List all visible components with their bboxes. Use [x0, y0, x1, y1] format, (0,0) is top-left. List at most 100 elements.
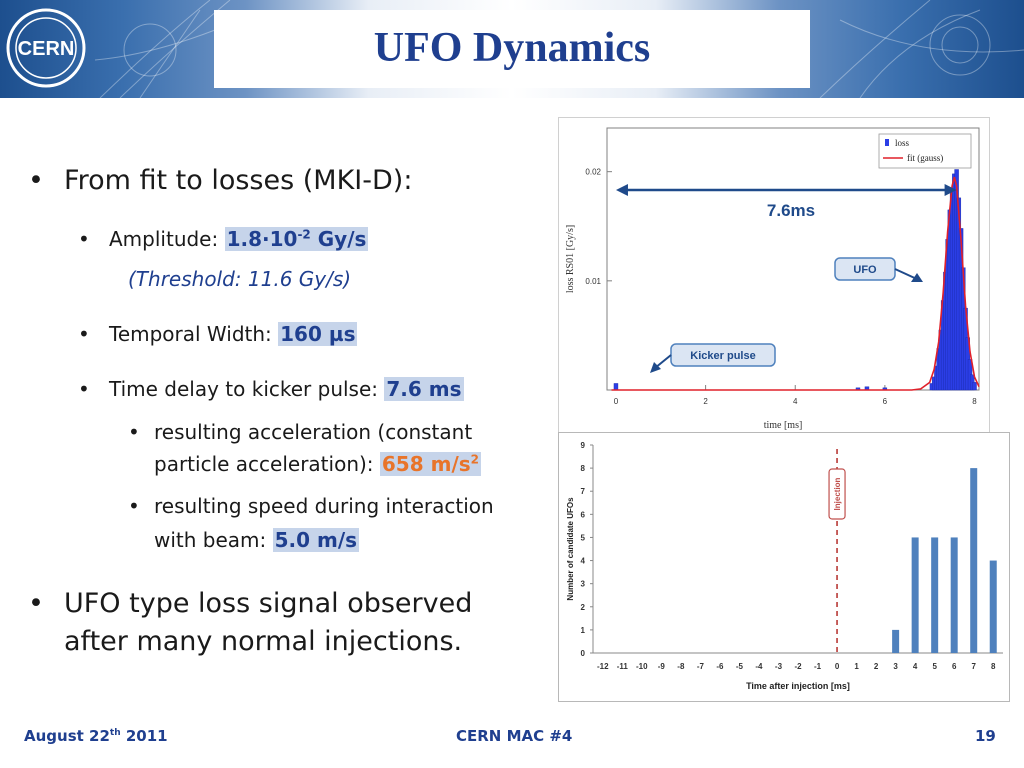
bullet-acceleration-line2: particle acceleration): 658 m/s2 — [154, 452, 482, 476]
y-tick-label: 7 — [581, 487, 586, 496]
x-tick-label: -3 — [775, 662, 783, 671]
bullet-list: • From fit to losses (MKI-D): • Amplitud… — [0, 0, 560, 700]
x-tick-label: -2 — [794, 662, 802, 671]
cern-logo: CERN — [6, 8, 86, 88]
y-tick-label: 0 — [581, 649, 586, 658]
banner-decoration — [94, 0, 1024, 98]
x-tick-label: 0 — [614, 397, 619, 406]
bullet-ufo-line1: UFO type loss signal observed — [64, 588, 473, 619]
ufo-count-chart: 0 1 2 3 4 5 6 7 8 9 -12 -11 -10 -9 -8 -7 -6 -5 -4 -3 -2 -1 0 1 2… — [558, 432, 1010, 702]
threshold-note: (Threshold: 11.6 Gy/s) — [128, 267, 352, 291]
x-tick-label: -4 — [755, 662, 763, 671]
injection-label: Injection — [833, 477, 842, 510]
loss-bar — [613, 383, 619, 391]
kicker-callout-label: Kicker pulse — [690, 350, 755, 362]
bullet-amplitude: Amplitude: 1.8·10-2 Gy/s — [109, 227, 369, 251]
legend-swatch-loss — [885, 139, 889, 146]
bar — [911, 537, 919, 653]
svg-text:CERN: CERN — [18, 38, 75, 60]
legend-label-loss: loss — [895, 138, 910, 148]
injection-label-box — [828, 468, 846, 520]
bar — [892, 629, 900, 653]
kicker-callout-arrowhead — [650, 362, 661, 373]
y-tick-label: 1 — [581, 626, 586, 635]
delay-value: 7.6 ms — [384, 377, 464, 401]
acceleration-value: 658 m/s2 — [379, 452, 482, 476]
x-tick-label: 2 — [874, 662, 879, 671]
x-tick-label: -1 — [814, 662, 822, 671]
fit-line — [611, 176, 980, 391]
x-tick-label: -11 — [617, 662, 629, 671]
x-tick-label: 1 — [854, 662, 859, 671]
x-tick-label: -12 — [597, 662, 609, 671]
speed-value: 5.0 m/s — [272, 528, 360, 552]
x-axis-label: time [ms] — [764, 420, 803, 431]
x-tick-label: -5 — [736, 662, 744, 671]
bullet-dot: • — [128, 420, 140, 444]
y-tick-label: 0.02 — [585, 168, 601, 177]
bullet-dot: • — [28, 588, 44, 619]
bullet-fit-losses: From fit to losses (MKI-D): — [64, 165, 413, 196]
bullet-dot: • — [128, 494, 140, 518]
delay-arrowhead-right — [944, 184, 957, 196]
x-tick-label: -7 — [697, 662, 705, 671]
x-tick-label: -9 — [658, 662, 666, 671]
amplitude-value: 1.8·10-2 Gy/s — [224, 227, 369, 251]
bullet-speed-line1: resulting speed during interaction — [154, 494, 494, 518]
ufo-callout-label: UFO — [853, 264, 877, 276]
x-tick-label: -6 — [716, 662, 724, 671]
legend-label-fit: fit (gauss) — [907, 153, 943, 163]
page-number: 19 — [975, 727, 996, 745]
y-axis-label: Number of candidate UFOs — [566, 497, 575, 601]
bar — [970, 468, 978, 653]
slide-title: UFO Dynamics — [373, 25, 651, 71]
plot-frame — [606, 127, 980, 391]
y-tick-label: 6 — [581, 510, 586, 519]
y-tick-label: 3 — [581, 580, 586, 589]
x-tick-label: 0 — [835, 662, 840, 671]
title-box: UFO Dynamics — [214, 10, 810, 88]
ufo-callout-arrowhead — [911, 273, 923, 282]
x-tick-label: 8 — [991, 662, 996, 671]
loss-bar — [972, 382, 977, 391]
bar — [931, 537, 939, 653]
y-tick-label: 9 — [581, 441, 586, 450]
bullet-dot: • — [78, 227, 90, 251]
bar — [989, 560, 997, 653]
loss-fit-chart: 0.01 0.02 0 2 4 6 8 time [ms] loss RS01 [Gy/s] lo… — [558, 117, 990, 437]
bullet-dot: • — [28, 165, 44, 196]
x-tick-label: 6 — [952, 662, 957, 671]
x-tick-label: -8 — [677, 662, 685, 671]
bullet-time-delay: Time delay to kicker pulse: 7.6 ms — [109, 377, 464, 401]
y-tick-label: 2 — [581, 603, 586, 612]
delay-label: 7.6ms — [767, 201, 815, 220]
y-tick-label: 5 — [581, 533, 586, 542]
x-tick-label: 5 — [932, 662, 937, 671]
bullet-dot: • — [78, 377, 90, 401]
bullet-dot: • — [78, 322, 90, 346]
x-tick-label: 6 — [883, 397, 888, 406]
x-tick-label: 4 — [793, 397, 798, 406]
legend-box — [878, 133, 972, 169]
bullet-temporal-width: Temporal Width: 160 µs — [109, 322, 358, 346]
footer-date: August 22th 2011 — [24, 727, 168, 745]
bullet-ufo-line2: after many normal injections. — [64, 626, 463, 657]
y-axis-label: loss RS01 [Gy/s] — [565, 225, 576, 293]
bar — [950, 537, 958, 653]
x-axis-label: Time after injection [ms] — [746, 681, 850, 691]
bullet-speed-line2: with beam: 5.0 m/s — [154, 528, 360, 552]
bullet-acceleration-line1: resulting acceleration (constant — [154, 420, 473, 444]
x-tick-label: -10 — [636, 662, 648, 671]
delay-arrowhead-left — [615, 184, 628, 196]
x-tick-label: 2 — [703, 397, 708, 406]
footer-center: CERN MAC #4 — [456, 727, 573, 745]
x-tick-label: 7 — [971, 662, 976, 671]
x-tick-label: 8 — [972, 397, 977, 406]
loss-fit-chart-svg: 0.01 0.02 0 2 4 6 8 time [ms] loss RS01 [Gy/s] lo… — [565, 127, 980, 431]
y-tick-label: 8 — [581, 464, 586, 473]
y-tick-label: 4 — [581, 557, 586, 566]
width-value: 160 µs — [278, 322, 358, 346]
x-tick-label: 4 — [913, 662, 918, 671]
y-tick-label: 0.01 — [585, 277, 601, 286]
